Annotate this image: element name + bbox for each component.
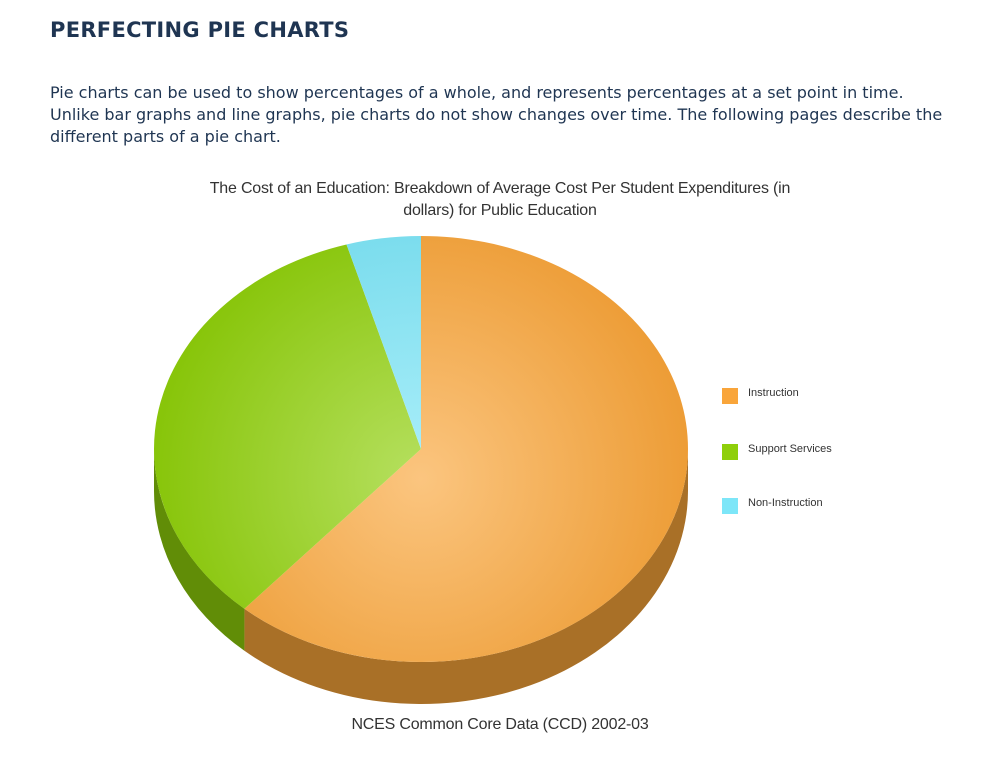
- pie-slice-non-instruction: [346, 236, 421, 449]
- legend-label-non-instruction: Non-Instruction: [748, 497, 823, 509]
- page-title: PERFECTING PIE CHARTS: [50, 18, 350, 42]
- legend-label-support-services: Support Services: [748, 443, 832, 455]
- pie-side-support-services: [154, 449, 245, 651]
- intro-paragraph: Pie charts can be used to show percentag…: [50, 83, 943, 146]
- pie-chart-figure: The Cost of an Education: Breakdown of A…: [0, 170, 987, 769]
- legend-item-instruction: Instruction: [722, 386, 858, 404]
- legend-item-non-instruction: Non-Instruction: [722, 496, 858, 514]
- chart-title: The Cost of an Education: Breakdown of A…: [209, 180, 791, 219]
- legend-swatch-instruction: [722, 388, 738, 404]
- pie-slice-instruction: [244, 236, 689, 662]
- pie-chart: [154, 236, 689, 704]
- legend-label-instruction: Instruction: [748, 387, 799, 399]
- legend-swatch-support-services: [722, 444, 738, 460]
- chart-source: NCES Common Core Data (CCD) 2002-03: [351, 716, 649, 733]
- pie-side-instruction: [244, 449, 688, 704]
- legend-item-support-services: Support Services: [722, 442, 858, 460]
- pie-slice-support-services: [154, 244, 421, 609]
- legend-swatch-non-instruction: [722, 498, 738, 514]
